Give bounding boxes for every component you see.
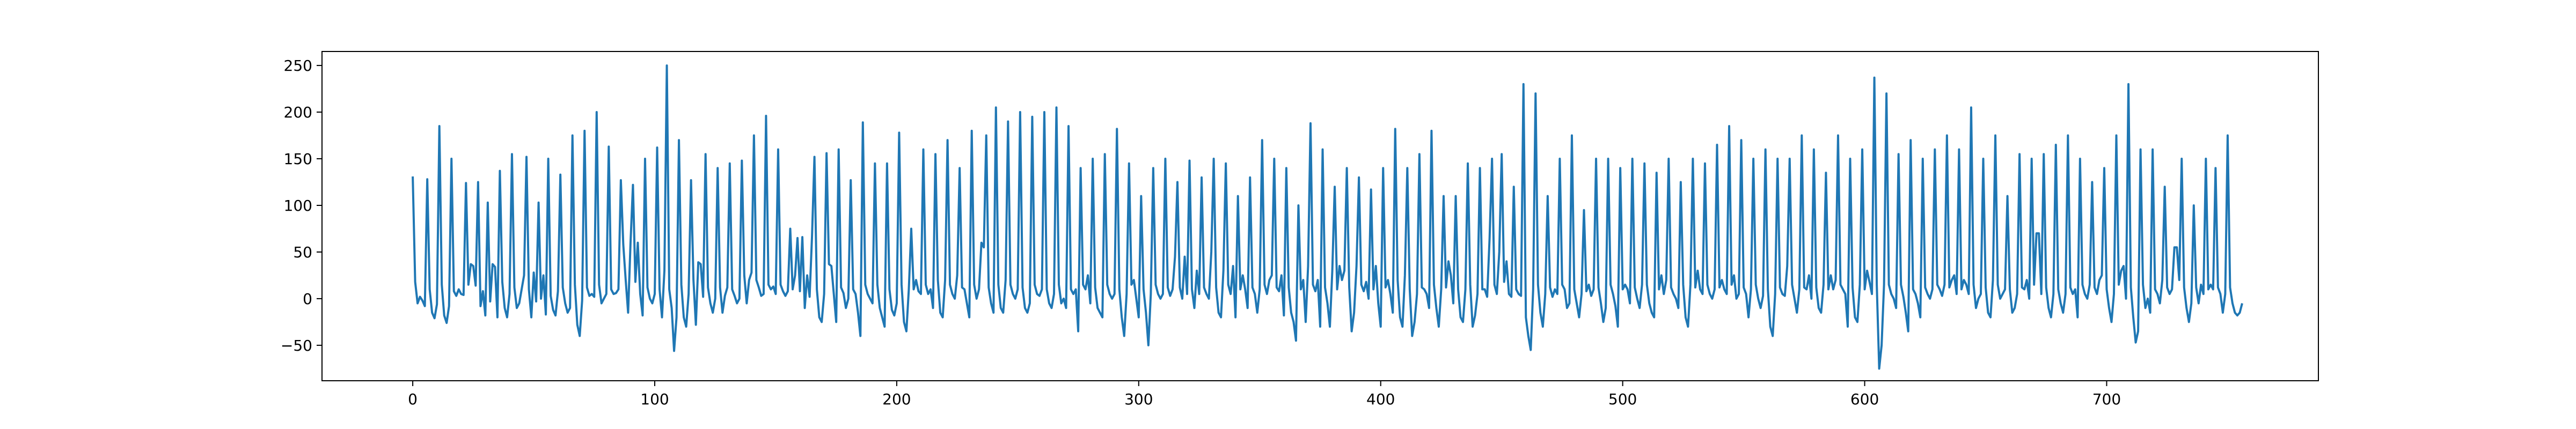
x-tick-label: 600 (1850, 390, 1879, 408)
y-tick-label: 100 (284, 197, 312, 214)
axes-frame (321, 51, 2319, 381)
y-axis: −50 0 50 100 150 200 250 (281, 57, 322, 354)
x-tick-label: 100 (640, 390, 669, 408)
y-tick-label: 150 (284, 150, 312, 168)
y-tick-label: −50 (281, 337, 312, 354)
plot-area (412, 64, 2243, 370)
x-axis: 0 100 200 300 400 500 600 700 (408, 381, 2121, 408)
x-tick-label: 500 (1608, 390, 1637, 408)
x-tick-label: 700 (2092, 390, 2121, 408)
y-tick-label: 50 (293, 243, 312, 261)
y-tick-label: 200 (284, 103, 312, 121)
y-tick-label: 0 (303, 290, 312, 308)
x-tick-label: 200 (882, 390, 911, 408)
series-line-0 (412, 64, 2243, 370)
x-tick-label: 400 (1366, 390, 1395, 408)
y-tick-label: 250 (284, 57, 312, 75)
x-tick-label: 300 (1124, 390, 1153, 408)
x-tick-label: 0 (408, 390, 418, 408)
